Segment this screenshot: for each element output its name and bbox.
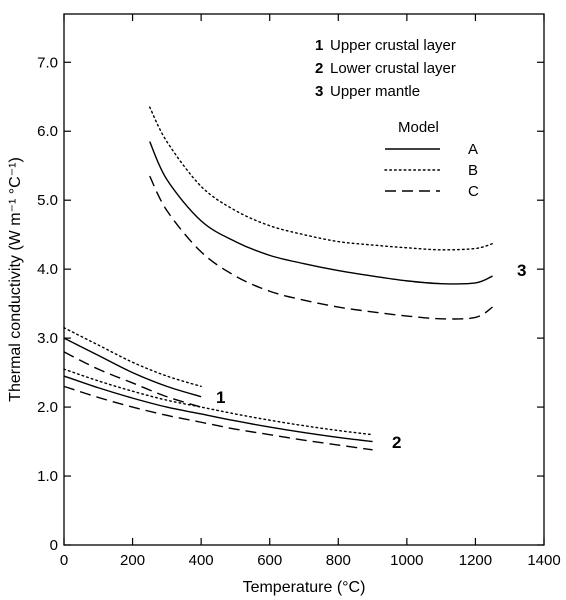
y-tick-label: 0: [50, 537, 58, 554]
y-tick-label: 3.0: [37, 330, 58, 347]
axes: 0 200 400 600 800 1000 1200 1400 0 1.0 2.0 3.0 4.0 5.…: [7, 13, 561, 596]
x-tick-label: 600: [257, 552, 282, 569]
legend-layer-label: Lower crustal layer: [330, 60, 456, 77]
series-layer3-model-B: [149, 106, 494, 251]
series-layer2-model-A: [63, 375, 373, 443]
series-layer2-model-C: [63, 385, 373, 451]
x-tick-label: 200: [120, 552, 145, 569]
y-tick-label: 4.0: [37, 261, 58, 278]
series-layer3-model-C: [149, 175, 493, 320]
legend: 1 Upper crustal layer 2 Lower crustal layer…: [315, 37, 479, 200]
curve-label-3: 3: [517, 261, 526, 280]
x-axis-title: Temperature (°C): [243, 579, 366, 596]
series-layer1-model-B: [63, 327, 202, 388]
curve-label-2: 2: [392, 433, 401, 452]
legend-model-key: B: [468, 162, 478, 179]
series-layer2-model-B: [63, 368, 374, 436]
plot-frame: [63, 13, 545, 546]
x-tick-label: 1000: [390, 552, 423, 569]
legend-layer-label: Upper crustal layer: [330, 37, 456, 54]
y-axis-title: Thermal conductivity (W m⁻¹ °C⁻¹): [7, 157, 24, 402]
legend-layer-label: Upper mantle: [330, 83, 420, 100]
series-layer3-model-A: [149, 141, 493, 285]
legend-model-key: A: [468, 141, 478, 158]
legend-model-title: Model: [398, 119, 439, 136]
x-tick-label: 1200: [459, 552, 492, 569]
series-layer1-model-A: [63, 337, 202, 398]
curve-labels: 1 2 3: [216, 261, 526, 452]
series-layer1-model-C: [63, 351, 202, 408]
y-tick-label: 5.0: [37, 192, 58, 209]
legend-layer-number: 2: [315, 60, 323, 77]
y-tick-label: 2.0: [37, 399, 58, 416]
legend-layer-number: 1: [315, 37, 323, 54]
legend-layer-number: 3: [315, 83, 323, 100]
x-tick-label: 1400: [527, 552, 560, 569]
curve-label-1: 1: [216, 388, 225, 407]
y-tick-label: 7.0: [37, 54, 58, 71]
series-layer: [63, 106, 494, 451]
y-tick-label: 6.0: [37, 123, 58, 140]
x-tick-label: 0: [60, 552, 68, 569]
legend-model-key: C: [468, 183, 479, 200]
y-tick-label: 1.0: [37, 468, 58, 485]
x-tick-label: 800: [326, 552, 351, 569]
x-tick-label: 400: [189, 552, 214, 569]
